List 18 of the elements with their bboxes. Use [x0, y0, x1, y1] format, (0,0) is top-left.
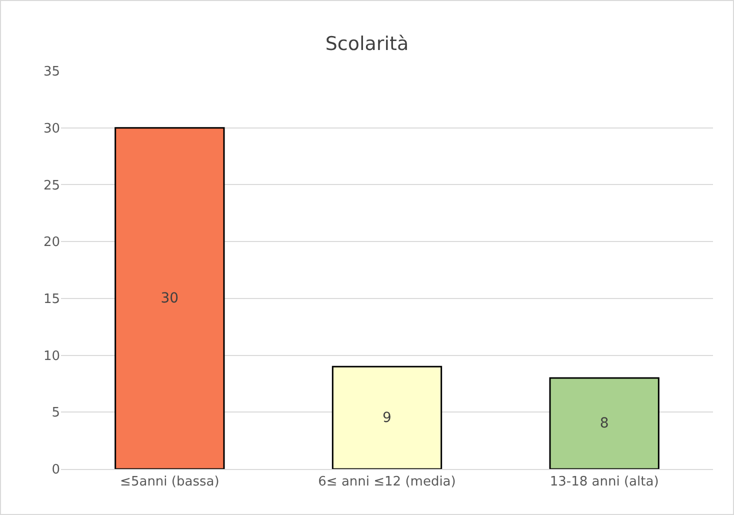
bar: [114, 127, 225, 469]
y-tick-label: 0: [52, 462, 60, 478]
x-tick-label: 6≤ anni ≤12 (media): [318, 474, 456, 490]
y-tick-label: 35: [43, 64, 60, 80]
data-label: 9: [382, 410, 392, 426]
data-label: 8: [600, 416, 609, 432]
y-tick-label: 10: [43, 348, 60, 364]
bar: [549, 377, 660, 469]
chart-title: Scolarità: [325, 33, 409, 56]
data-label: 30: [160, 290, 179, 306]
y-tick-label: 25: [43, 178, 60, 194]
y-tick-label: 15: [43, 292, 60, 307]
y-tick-label: 20: [43, 235, 60, 250]
bar: [332, 366, 442, 469]
y-tick-label: 5: [52, 406, 60, 421]
y-tick-label: 30: [43, 121, 60, 136]
x-tick-label: 13-18 anni (alta): [550, 474, 659, 490]
x-tick-label: ≤5anni (bassa): [120, 474, 220, 490]
